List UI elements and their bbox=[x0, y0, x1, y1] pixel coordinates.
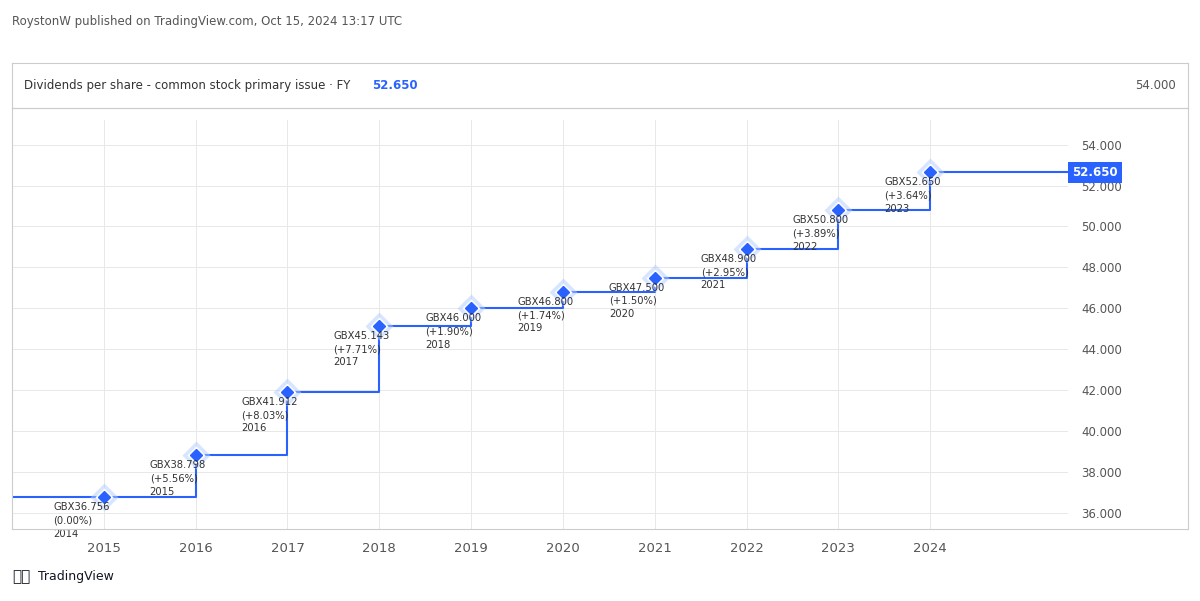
Text: 52.650: 52.650 bbox=[372, 79, 418, 92]
Text: GBX46.800
(+1.74%)
2019: GBX46.800 (+1.74%) 2019 bbox=[517, 297, 574, 334]
Text: GBX48.900
(+2.95%)
2021: GBX48.900 (+2.95%) 2021 bbox=[701, 254, 757, 290]
Text: Dividends per share - common stock primary issue · FY: Dividends per share - common stock prima… bbox=[24, 79, 350, 92]
Text: GBX52.650
(+3.64%)
2023: GBX52.650 (+3.64%) 2023 bbox=[884, 177, 941, 214]
Text: GBX41.912
(+8.03%)
2016: GBX41.912 (+8.03%) 2016 bbox=[241, 397, 298, 433]
Text: GBX36.756
(0.00%)
2014: GBX36.756 (0.00%) 2014 bbox=[53, 502, 110, 538]
Text: GBX46.000
(+1.90%)
2018: GBX46.000 (+1.90%) 2018 bbox=[425, 313, 481, 350]
Text: 52.650: 52.650 bbox=[1072, 166, 1117, 179]
Text: GBX47.500
(+1.50%)
2020: GBX47.500 (+1.50%) 2020 bbox=[608, 282, 665, 319]
Text: GBX50.800
(+3.89%)
2022: GBX50.800 (+3.89%) 2022 bbox=[792, 215, 848, 252]
Text: GBX45.143
(+7.71%)
2017: GBX45.143 (+7.71%) 2017 bbox=[334, 331, 390, 367]
Text: TradingView: TradingView bbox=[34, 570, 114, 584]
Text: GBX38.798
(+5.56%)
2015: GBX38.798 (+5.56%) 2015 bbox=[150, 460, 206, 497]
Text: 𝐓𝐕: 𝐓𝐕 bbox=[12, 570, 30, 584]
Text: 54.000: 54.000 bbox=[1135, 79, 1176, 92]
Text: RoystonW published on TradingView.com, Oct 15, 2024 13:17 UTC: RoystonW published on TradingView.com, O… bbox=[12, 15, 402, 28]
